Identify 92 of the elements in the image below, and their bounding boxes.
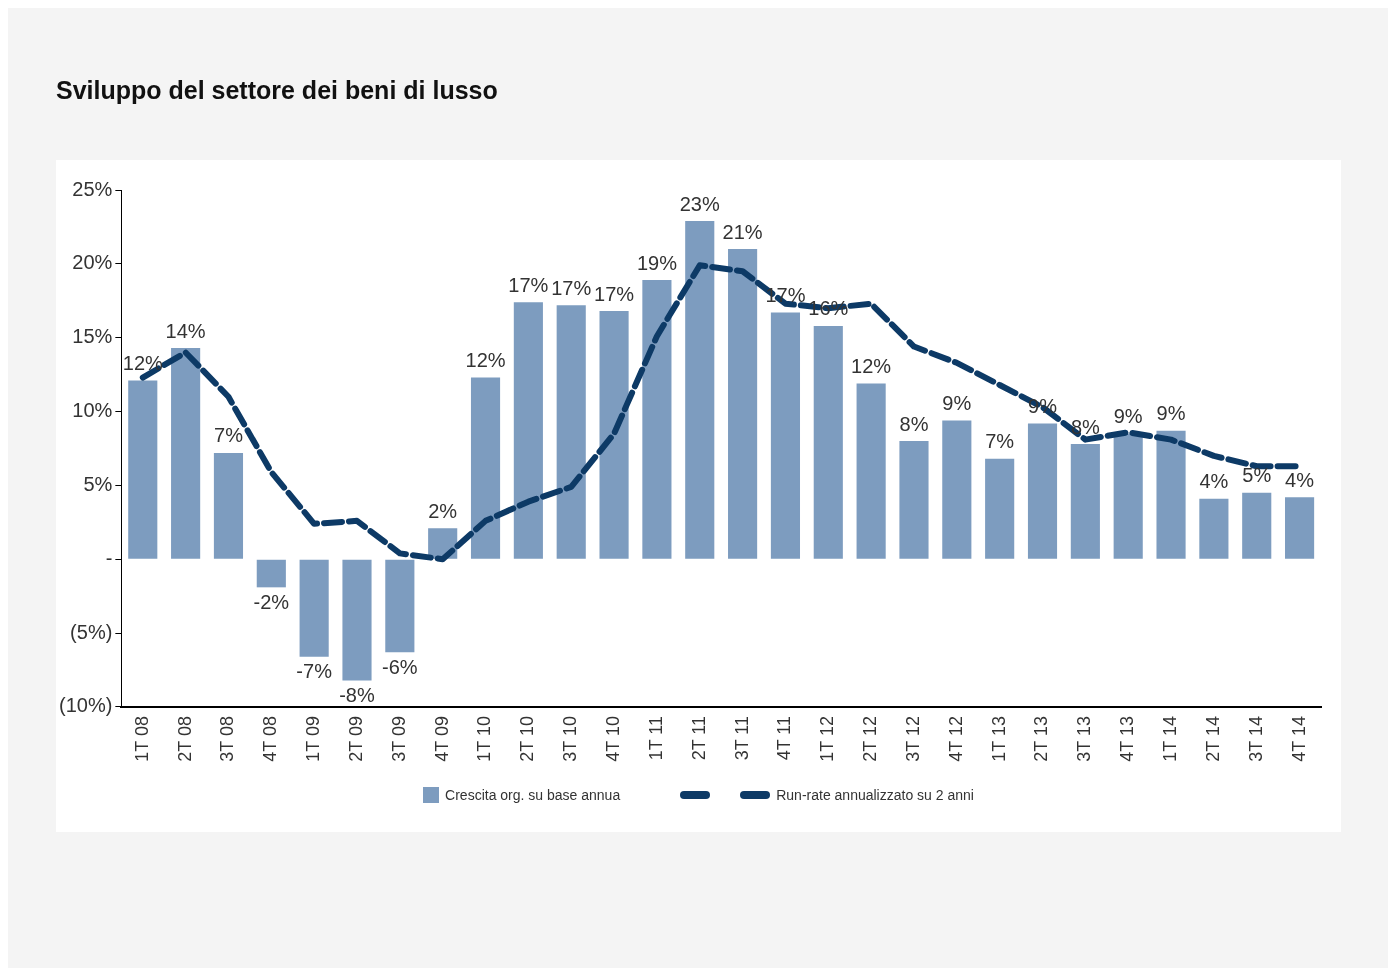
data-label: 5% — [1242, 464, 1272, 487]
x-tick-label: 3T 08 — [217, 715, 238, 762]
bar — [1199, 498, 1229, 559]
bar — [171, 348, 201, 559]
x-tick-label: 2T 08 — [174, 715, 195, 762]
bar — [642, 280, 672, 559]
data-label: 16% — [808, 297, 849, 320]
x-tick-label: 4T 10 — [603, 715, 624, 762]
bar — [942, 420, 972, 559]
bar — [256, 559, 286, 588]
data-label: 12% — [465, 349, 506, 372]
data-label: -8% — [339, 683, 375, 706]
bar — [342, 559, 372, 681]
bar — [128, 380, 158, 559]
bar — [213, 452, 244, 559]
data-label: 17% — [551, 276, 592, 299]
y-tick-label: (10%) — [58, 694, 113, 717]
data-label: 12% — [122, 352, 163, 375]
data-label: 9% — [1113, 405, 1143, 428]
bar — [470, 377, 501, 559]
data-label: 17% — [594, 282, 635, 305]
x-tick-label: 1T 08 — [131, 715, 152, 762]
x-tick-label: 4T 08 — [260, 715, 281, 762]
y-tick-label: - — [105, 546, 113, 569]
data-label: 9% — [942, 391, 972, 414]
bar — [1242, 492, 1272, 559]
x-tick-label: 2T 11 — [688, 715, 709, 761]
legend-label: Run-rate annualizzato su 2 anni — [776, 787, 974, 803]
data-label: 4% — [1199, 470, 1229, 493]
x-tick-label: 3T 10 — [560, 715, 581, 762]
bar — [856, 383, 886, 559]
bar — [299, 559, 329, 657]
x-tick-label: 1T 11 — [645, 715, 666, 761]
bar — [599, 311, 629, 559]
chart-title: Sviluppo del settore dei beni di lusso — [56, 76, 499, 105]
bar — [1285, 497, 1315, 559]
data-label: -2% — [253, 590, 290, 613]
bar — [556, 305, 586, 559]
data-label: 23% — [679, 192, 720, 215]
x-tick-label: 3T 11 — [731, 715, 752, 761]
data-label: 9% — [1156, 402, 1186, 425]
y-tick-label: 5% — [83, 472, 113, 495]
x-tick-label: 1T 12 — [817, 715, 838, 762]
y-tick-label: 10% — [72, 399, 113, 422]
x-tick-label: 4T 11 — [774, 715, 795, 761]
y-tick-label: 25% — [72, 177, 113, 200]
x-tick-label: 4T 14 — [1288, 715, 1309, 762]
data-label: -6% — [382, 655, 418, 678]
bar — [899, 441, 929, 559]
x-tick-label: 2T 09 — [345, 715, 366, 762]
data-label: -7% — [296, 660, 333, 683]
bar — [1027, 423, 1058, 559]
bar — [728, 249, 758, 559]
x-tick-label: 4T 09 — [431, 715, 452, 762]
data-label: 12% — [851, 355, 892, 378]
data-label: 4% — [1285, 468, 1315, 491]
data-label: 7% — [214, 424, 244, 447]
bar — [813, 325, 843, 559]
y-tick-label: (5%) — [70, 620, 113, 643]
y-tick-label: 20% — [72, 251, 113, 274]
bar — [985, 458, 1015, 559]
bar — [1070, 444, 1100, 559]
x-tick-label: 3T 13 — [1074, 715, 1095, 762]
x-tick-label: 4T 12 — [945, 715, 966, 762]
data-label: 17% — [508, 273, 549, 296]
legend-label: Crescita org. su base annua — [445, 787, 621, 803]
bar — [1156, 430, 1186, 559]
x-tick-label: 2T 14 — [1202, 715, 1223, 762]
y-tick-label: 15% — [72, 325, 113, 348]
x-tick-label: 3T 14 — [1245, 715, 1266, 762]
data-label: 19% — [636, 251, 678, 274]
bar — [513, 302, 543, 559]
x-tick-label: 1T 13 — [988, 715, 1009, 762]
x-tick-label: 4T 13 — [1117, 715, 1138, 762]
bar — [1113, 433, 1143, 559]
x-tick-label: 3T 09 — [388, 715, 409, 762]
x-tick-label: 2T 13 — [1031, 715, 1052, 762]
data-label: 7% — [985, 430, 1015, 453]
x-tick-label: 2T 12 — [860, 715, 881, 762]
data-label: 8% — [1070, 415, 1101, 438]
data-label: 21% — [722, 220, 763, 243]
bar — [685, 221, 715, 559]
data-label: 8% — [899, 412, 929, 435]
x-tick-label: 1T 14 — [1160, 715, 1181, 762]
bar — [385, 559, 415, 653]
x-tick-label: 2T 10 — [517, 715, 538, 762]
x-tick-label: 1T 09 — [303, 715, 324, 762]
x-tick-label: 1T 10 — [474, 715, 495, 762]
data-label: 2% — [428, 499, 458, 522]
bar — [770, 312, 801, 559]
x-tick-label: 3T 12 — [902, 715, 923, 762]
data-label: 14% — [165, 319, 206, 342]
